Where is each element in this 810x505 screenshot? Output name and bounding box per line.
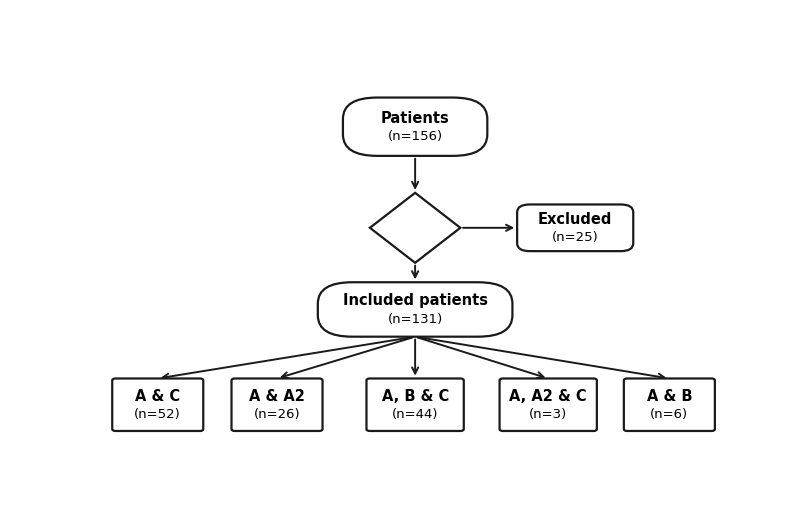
Text: (n=3): (n=3): [529, 408, 567, 421]
Text: A, B & C: A, B & C: [382, 389, 449, 405]
Polygon shape: [370, 193, 460, 263]
Text: (n=156): (n=156): [387, 130, 443, 143]
Text: (n=131): (n=131): [387, 313, 443, 326]
Text: A, A2 & C: A, A2 & C: [509, 389, 587, 405]
FancyBboxPatch shape: [113, 378, 203, 431]
Text: (n=25): (n=25): [552, 231, 599, 244]
FancyBboxPatch shape: [343, 97, 488, 156]
FancyBboxPatch shape: [517, 205, 633, 251]
FancyBboxPatch shape: [624, 378, 715, 431]
Text: (n=52): (n=52): [134, 408, 181, 421]
Text: Excluded: Excluded: [538, 212, 612, 227]
Text: A & C: A & C: [135, 389, 181, 405]
Text: A & B: A & B: [646, 389, 692, 405]
FancyBboxPatch shape: [366, 378, 464, 431]
Text: (n=6): (n=6): [650, 408, 688, 421]
Text: (n=26): (n=26): [254, 408, 301, 421]
FancyBboxPatch shape: [500, 378, 597, 431]
FancyBboxPatch shape: [318, 282, 513, 337]
Text: A & A2: A & A2: [249, 389, 305, 405]
FancyBboxPatch shape: [232, 378, 322, 431]
Text: Patients: Patients: [381, 111, 450, 126]
Text: Included patients: Included patients: [343, 293, 488, 309]
Text: (n=44): (n=44): [392, 408, 438, 421]
